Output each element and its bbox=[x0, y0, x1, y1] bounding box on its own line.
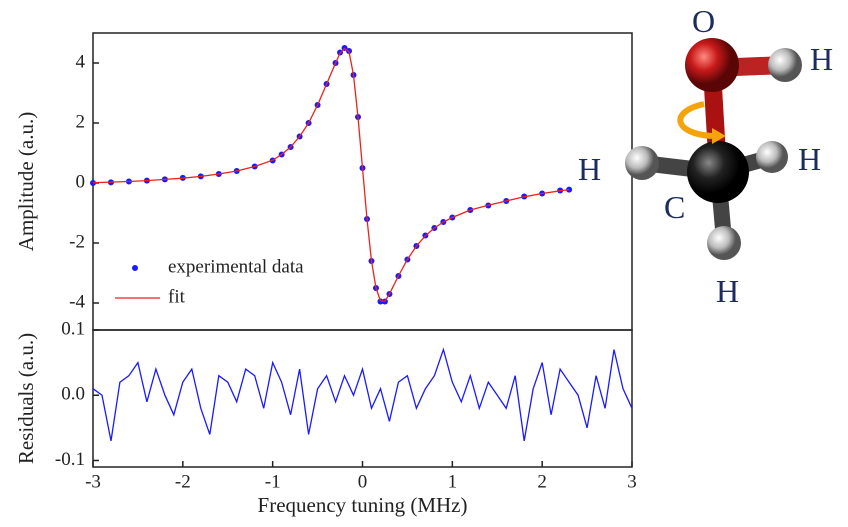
y-tick-label: 0.1 bbox=[61, 318, 85, 339]
legend-marker bbox=[132, 265, 138, 271]
panel: -4 -2 0 2 4 Amplitude (a.u.) experimental data… bbox=[14, 32, 633, 331]
y-tick-label: -0.1 bbox=[55, 449, 85, 470]
rotation-arrow bbox=[677, 101, 713, 139]
atom-label: H bbox=[798, 141, 821, 177]
y-tick-label: 4 bbox=[76, 51, 86, 72]
rotation-arrowhead bbox=[712, 128, 726, 144]
atom-c bbox=[687, 141, 749, 203]
y-tick-label: 2 bbox=[76, 111, 86, 132]
data-point bbox=[566, 186, 573, 193]
molecule: O H H H C H bbox=[578, 3, 833, 309]
atom-h bbox=[756, 141, 788, 173]
x-tick-label: -1 bbox=[265, 471, 281, 492]
atom-label: H bbox=[578, 151, 601, 187]
x-tick-label: 0 bbox=[358, 471, 368, 492]
atom-o bbox=[685, 38, 739, 92]
legend-label: experimental data bbox=[168, 256, 304, 277]
atom-label: C bbox=[664, 189, 685, 225]
atom-h bbox=[707, 226, 741, 260]
legend-label: fit bbox=[168, 286, 186, 307]
y-tick-label: 0.0 bbox=[61, 384, 85, 405]
atom-label: H bbox=[810, 41, 833, 77]
x-tick-label: -2 bbox=[175, 471, 191, 492]
y-tick-label: 0 bbox=[76, 171, 86, 192]
y-tick-label: -2 bbox=[69, 231, 85, 252]
x-tick-label: 2 bbox=[537, 471, 547, 492]
y-tick-label: -4 bbox=[69, 291, 85, 312]
panel: -0.1 0.0 0.1 -3 -2 -1 0 1 2 3 Frequency tuning (MH… bbox=[14, 318, 637, 517]
atom-label: H bbox=[716, 273, 739, 309]
y-axis-label: Amplitude (a.u.) bbox=[14, 112, 38, 251]
series-line bbox=[92, 47, 570, 302]
x-tick-label: -3 bbox=[85, 471, 101, 492]
x-tick-label: 3 bbox=[627, 471, 637, 492]
data-point bbox=[90, 180, 96, 186]
series-line bbox=[92, 347, 633, 442]
atom-label: O bbox=[692, 3, 715, 39]
y-axis-label: Residuals (a.u.) bbox=[14, 333, 38, 464]
x-tick-label: 1 bbox=[448, 471, 458, 492]
atom-h bbox=[768, 48, 802, 82]
x-axis-label: Frequency tuning (MHz) bbox=[258, 493, 468, 517]
atom-h bbox=[625, 146, 659, 180]
plot-frame bbox=[92, 329, 633, 468]
